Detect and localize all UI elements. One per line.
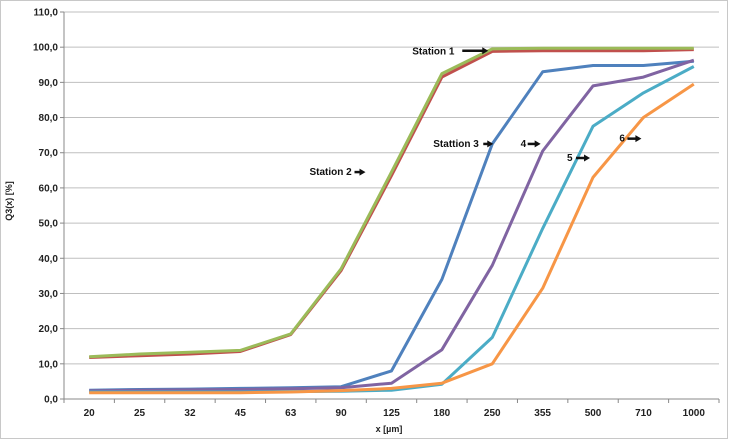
series-lines [89, 46, 695, 395]
x-axis-title: x [µm] [376, 424, 403, 434]
x-tick-label: 63 [285, 408, 297, 419]
y-tick-label: 40,0 [39, 254, 59, 265]
annotation-arrowhead [534, 140, 541, 148]
y-tick-label: 50,0 [39, 219, 59, 230]
annotations: Station 1 Station 2 Stattion 3 4 5 6 [310, 47, 642, 178]
x-tick-label: 125 [383, 408, 400, 419]
x-tick-label: 20 [84, 408, 96, 419]
x-tick-label: 355 [534, 408, 551, 419]
series-line-2 [89, 46, 694, 359]
y-axis-title: Q3(x) [%] [4, 181, 14, 221]
y-tick-label: 80,0 [39, 113, 59, 124]
annotation-label: Station 2 [310, 167, 353, 178]
series-line-4 [89, 58, 695, 393]
annotation-arrowhead [584, 154, 591, 162]
x-tick-label: 250 [484, 408, 501, 419]
y-tick-label: 90,0 [39, 78, 59, 89]
series-line-6 [89, 82, 695, 395]
annotation-arrowhead [482, 47, 489, 55]
x-tick-label: 25 [134, 408, 146, 419]
annotation-arrowhead [359, 168, 366, 176]
y-tick-label: 30,0 [39, 289, 59, 300]
y-tick-label: 110,0 [34, 8, 59, 19]
x-tick-label: 90 [336, 408, 348, 419]
y-tick-label: 0,0 [44, 395, 58, 406]
axes: 0,0 10,0 20,0 30,0 40,0 50,0 60,0 70,0 80,0 90,0 1… [33, 8, 720, 419]
annotation-label: 6 [619, 134, 625, 145]
x-tick-label: 45 [235, 408, 247, 419]
y-tick-label: 60,0 [39, 183, 59, 194]
x-tick-label: 180 [434, 408, 451, 419]
y-tick-label: 10,0 [39, 359, 59, 370]
series-line-5 [89, 65, 695, 394]
y-tick-label: 20,0 [39, 324, 59, 335]
y-tick-label: 70,0 [39, 148, 59, 159]
y-tick-label: 100,0 [33, 43, 58, 54]
series-line-1 [89, 48, 694, 359]
x-tick-label: 32 [184, 408, 196, 419]
x-tick-label: 1000 [683, 408, 706, 419]
annotation-label: Stattion 3 [433, 139, 479, 150]
annotation-arrowhead [635, 135, 642, 143]
x-tick-label: 710 [635, 408, 652, 419]
annotation-label: 4 [521, 139, 527, 150]
annotation-arrowhead [487, 140, 494, 148]
annotation-label: Station 1 [412, 47, 455, 58]
x-tick-label: 500 [585, 408, 602, 419]
series-line-3 [89, 59, 694, 392]
annotation-label: 5 [567, 153, 573, 164]
